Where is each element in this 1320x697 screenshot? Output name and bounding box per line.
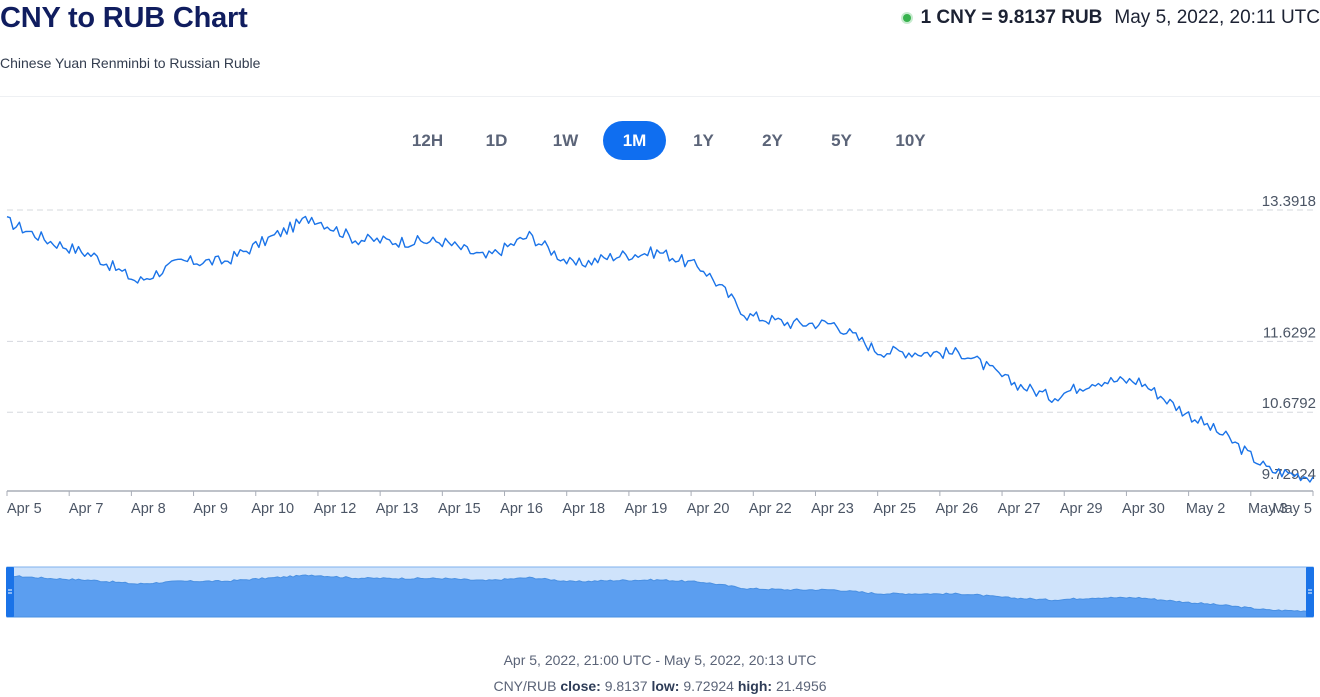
x-tick-label: Apr 13 <box>376 501 419 517</box>
x-tick-label: Apr 19 <box>625 501 668 517</box>
page-title: CNY to RUB Chart <box>0 2 248 34</box>
x-tick-label: Apr 10 <box>251 501 294 517</box>
x-tick-label: Apr 7 <box>69 501 104 517</box>
header-divider <box>0 96 1320 97</box>
high-value: 21.4956 <box>775 678 827 694</box>
footer-stats: CNY/RUB close: 9.8137 low: 9.72924 high:… <box>0 678 1320 694</box>
x-tick-label: Apr 23 <box>811 501 854 517</box>
range-button-1d[interactable]: 1D <box>485 131 508 150</box>
live-rate-time: May 5, 2022, 20:11 UTC <box>1114 7 1320 28</box>
navigator-handle-left[interactable] <box>6 567 14 617</box>
range-selector: 12H 1D 1W 1M 1Y 2Y 5Y 10Y <box>396 121 948 160</box>
x-tick-label: Apr 30 <box>1122 501 1165 517</box>
x-tick-label: Apr 27 <box>998 501 1041 517</box>
range-button-10y[interactable]: 10Y <box>895 131 926 150</box>
y-tick-label: 11.6292 <box>1263 324 1316 341</box>
y-tick-label: 10.6792 <box>1262 395 1316 412</box>
x-tick-label: Apr 29 <box>1060 501 1103 517</box>
x-tick-label: Apr 16 <box>500 501 543 517</box>
x-tick-label: Apr 9 <box>193 501 228 517</box>
range-button-5y[interactable]: 5Y <box>831 131 852 150</box>
live-rate-panel: 1 CNY = 9.8137 RUB May 5, 2022, 20:11 UT… <box>902 7 1320 29</box>
low-label: low: <box>651 678 680 694</box>
live-indicator-dot <box>902 14 911 22</box>
range-button-1w[interactable]: 1W <box>552 131 579 150</box>
live-rate: 1 CNY = 9.8137 RUB <box>920 7 1103 28</box>
x-tick-label: Apr 15 <box>438 501 481 517</box>
x-tick-label: Apr 25 <box>873 501 916 517</box>
x-tick-label: May 3 <box>1248 501 1288 517</box>
x-tick-label: Apr 26 <box>935 501 978 517</box>
close-value: 9.8137 <box>604 678 648 694</box>
x-tick-label: Apr 5 <box>7 501 42 517</box>
footer-pair: CNY/RUB <box>493 678 557 694</box>
x-tick-label: Apr 18 <box>562 501 605 517</box>
x-tick-label: May 2 <box>1186 501 1226 517</box>
high-label: high: <box>737 678 773 694</box>
range-button-1y[interactable]: 1Y <box>693 131 714 150</box>
x-tick-label: Apr 8 <box>131 501 166 517</box>
series-line <box>6 215 1314 483</box>
navigator-handle-right[interactable] <box>1306 567 1314 617</box>
y-tick-label: 13.3918 <box>1262 193 1316 210</box>
x-tick-label: Apr 12 <box>314 501 357 517</box>
x-tick-label: Apr 20 <box>687 501 730 517</box>
x-tick-label: Apr 22 <box>749 501 792 517</box>
range-button-2y[interactable]: 2Y <box>762 131 783 150</box>
range-button-1m[interactable]: 1M <box>603 121 666 160</box>
x-tick-label: May 5 <box>1273 501 1313 517</box>
footer-date-range: Apr 5, 2022, 21:00 UTC - May 5, 2022, 20… <box>503 652 817 668</box>
page-subtitle: Chinese Yuan Renminbi to Russian Ruble <box>0 55 261 71</box>
low-value: 9.72924 <box>683 678 734 694</box>
close-label: close: <box>560 678 601 694</box>
navigator-series-area <box>6 574 1314 618</box>
range-button-12h[interactable]: 12H <box>411 131 444 150</box>
